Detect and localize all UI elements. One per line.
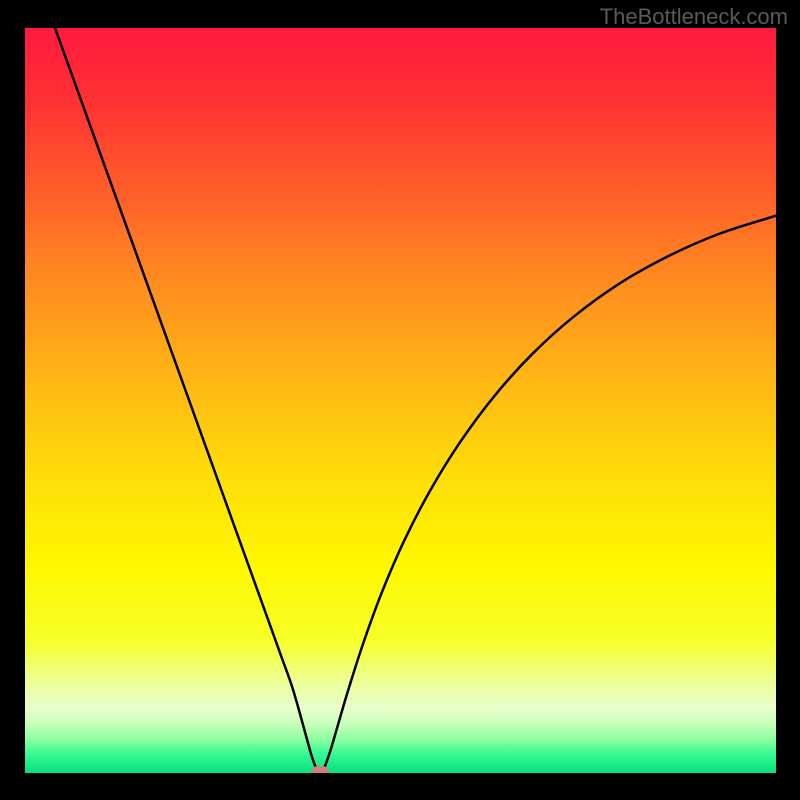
optimal-point-marker [312,766,329,773]
watermark-text: TheBottleneck.com [600,4,788,30]
gradient-background [25,28,776,773]
chart-frame: TheBottleneck.com [0,0,800,800]
chart-svg [25,28,776,773]
plot-area [25,28,776,773]
